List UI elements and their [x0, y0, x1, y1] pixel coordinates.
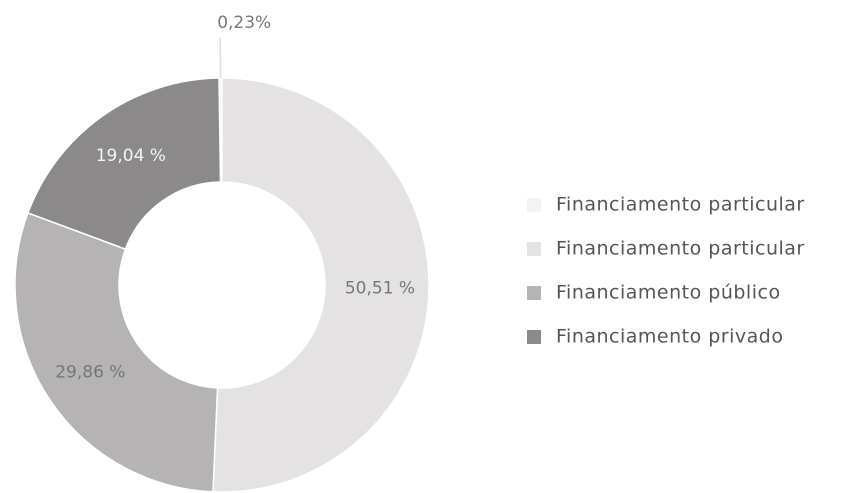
legend-label: Financiamento particular [556, 238, 805, 260]
legend-label: Financiamento público [556, 282, 781, 304]
data-label: 29,86 % [55, 362, 125, 382]
legend-swatch [527, 286, 541, 300]
data-label: 0,23% [217, 13, 271, 33]
legend-label: Financiamento privado [556, 326, 784, 348]
data-label: 50,51 % [345, 278, 415, 298]
legend-swatch [527, 198, 541, 212]
donut-slice [14, 211, 219, 493]
data-label: 19,04 % [96, 146, 166, 166]
donut-slice [26, 77, 222, 251]
legend-label: Financiamento particular [556, 194, 805, 216]
donut-slice [212, 77, 430, 493]
legend-swatch [527, 330, 541, 344]
legend-swatch [527, 242, 541, 256]
